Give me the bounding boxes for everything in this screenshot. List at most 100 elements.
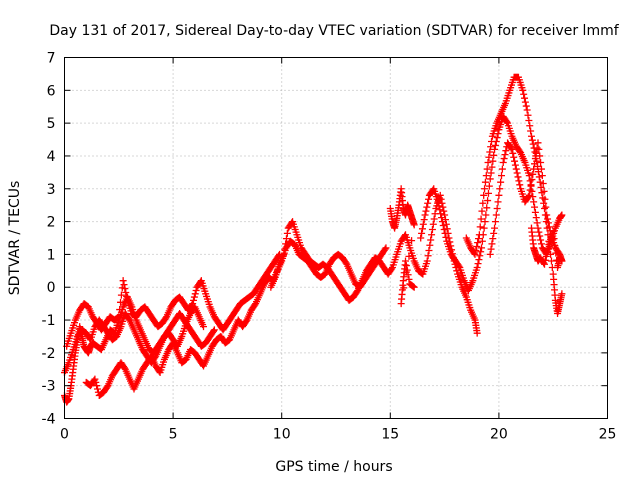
data-point	[533, 219, 541, 227]
data-point	[540, 199, 548, 207]
data-point	[532, 214, 540, 222]
data-marks	[61, 73, 566, 406]
data-point	[404, 271, 412, 279]
data-point	[536, 152, 544, 160]
data-point	[558, 290, 566, 298]
data-point	[534, 224, 542, 232]
x-tick-label: 0	[60, 427, 69, 443]
data-point	[436, 206, 444, 214]
data-point	[191, 290, 199, 298]
data-point	[475, 231, 483, 239]
data-point	[92, 378, 100, 386]
data-point	[527, 132, 535, 140]
data-point	[544, 219, 552, 227]
data-point	[497, 178, 505, 186]
data-point	[190, 296, 198, 304]
data-point	[123, 292, 131, 300]
data-point	[405, 275, 413, 283]
data-point	[488, 240, 496, 248]
data-point	[427, 236, 435, 244]
y-axis-label: SDTVAR / TECUs	[7, 181, 23, 296]
y-tick-label: 4	[47, 149, 56, 165]
data-point	[473, 329, 481, 337]
data-point	[418, 225, 426, 233]
data-point	[535, 145, 543, 153]
data-point	[539, 180, 547, 188]
y-tick-label: 5	[47, 116, 56, 132]
data-point	[120, 281, 128, 289]
data-point	[535, 228, 543, 236]
data-point	[550, 235, 558, 243]
series-arc-6	[386, 185, 418, 308]
data-point	[487, 143, 495, 151]
y-tick-label: 1	[47, 247, 56, 263]
data-point	[481, 178, 489, 186]
data-point	[536, 232, 544, 240]
data-point	[526, 122, 534, 130]
data-point	[537, 165, 545, 173]
data-point	[486, 148, 494, 156]
data-point	[402, 262, 410, 270]
data-point	[552, 249, 560, 257]
data-point	[439, 222, 447, 230]
data-point	[547, 257, 555, 265]
data-point	[496, 185, 504, 193]
data-point	[188, 301, 196, 309]
data-point	[525, 191, 533, 199]
data-point	[426, 241, 434, 249]
data-point	[528, 176, 536, 184]
data-point	[410, 221, 418, 229]
data-point	[478, 237, 486, 245]
data-point	[489, 157, 497, 165]
data-point	[441, 229, 449, 237]
data-point	[531, 155, 539, 163]
data-point	[418, 229, 426, 237]
data-point	[189, 300, 197, 308]
data-point	[402, 257, 410, 265]
data-point	[117, 298, 125, 306]
data-point	[537, 236, 545, 244]
y-tick-label: 7	[47, 51, 56, 67]
data-point	[382, 244, 390, 252]
data-point	[482, 211, 490, 219]
data-point	[551, 242, 559, 250]
data-point	[425, 195, 433, 203]
data-point	[509, 149, 517, 157]
data-point	[472, 246, 480, 254]
data-point	[524, 111, 532, 119]
y-tick-label: 0	[47, 280, 56, 296]
data-point	[408, 237, 416, 245]
x-axis-label: GPS time / hours	[275, 459, 392, 475]
data-point	[490, 151, 498, 159]
data-point	[558, 211, 566, 219]
series-arc-3	[63, 250, 284, 350]
data-point	[282, 240, 290, 248]
data-point	[491, 141, 499, 149]
data-point	[210, 326, 218, 334]
data-point	[435, 202, 443, 210]
data-point	[471, 250, 479, 258]
data-point	[473, 243, 481, 251]
data-point	[526, 186, 534, 194]
data-point	[121, 285, 129, 293]
plot-frame	[64, 57, 608, 419]
data-point	[558, 257, 566, 265]
data-point	[521, 98, 529, 106]
data-point	[528, 136, 536, 144]
data-point	[508, 145, 516, 153]
data-point	[428, 231, 436, 239]
data-point	[192, 287, 200, 295]
data-point	[541, 195, 549, 203]
data-point	[438, 214, 446, 222]
data-point	[417, 234, 425, 242]
data-point	[421, 211, 429, 219]
series-arc-10	[527, 224, 566, 272]
data-point	[545, 223, 553, 231]
data-point	[530, 198, 538, 206]
data-point	[493, 204, 501, 212]
y-tick-label: 6	[47, 83, 56, 99]
data-point	[537, 183, 545, 191]
x-tick-label: 20	[490, 427, 508, 443]
data-point	[500, 155, 508, 163]
data-point	[479, 199, 487, 207]
